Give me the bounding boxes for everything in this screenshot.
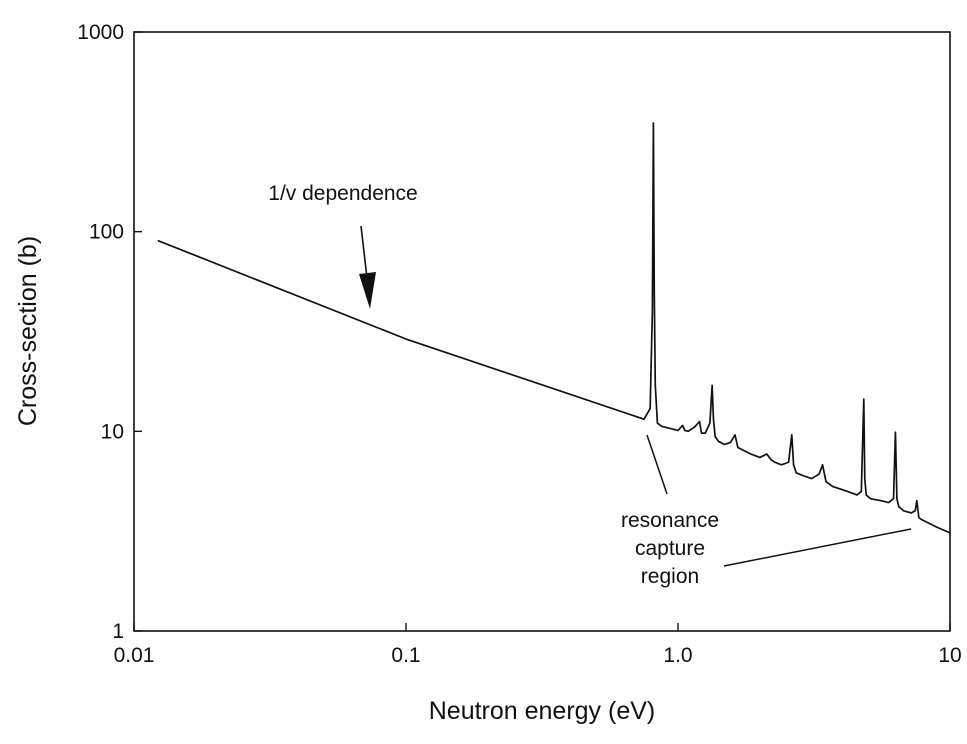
ticks-layer: 0.01 0.1 1.0 10 1 10 100 1000 [77,21,961,667]
x-tick-label: 1.0 [663,644,692,667]
x-axis-title: Neutron energy (eV) [429,697,656,725]
plot-area-frame [133,31,951,632]
y-tick-label: 10 [101,420,124,443]
annotation-1v-arrowhead [359,272,376,309]
y-axis-title: Cross-section (b) [14,236,42,426]
annotation-resonance-pointer-left [646,434,668,495]
x-tick-label: 0.1 [391,644,420,667]
y-tick-label: 1000 [77,21,124,44]
series-layer [157,122,951,534]
y-tick-label: 100 [89,221,124,244]
annotation-1v: 1/v dependence [268,182,418,309]
annotation-resonance-line3: region [641,565,699,588]
y-tick-label: 1 [112,620,124,643]
annotation-resonance: resonance capture region [621,434,912,588]
annotation-1v-arrow-shaft [360,225,368,279]
annotation-resonance-line2: capture [635,537,705,560]
annotation-1v-label: 1/v dependence [268,182,417,205]
x-tick-label: 10 [938,644,961,667]
x-tick-label: 0.01 [114,644,155,667]
series-line-0 [157,122,951,534]
annotation-resonance-pointer-right [723,528,912,567]
annotation-resonance-line1: resonance [621,509,719,532]
